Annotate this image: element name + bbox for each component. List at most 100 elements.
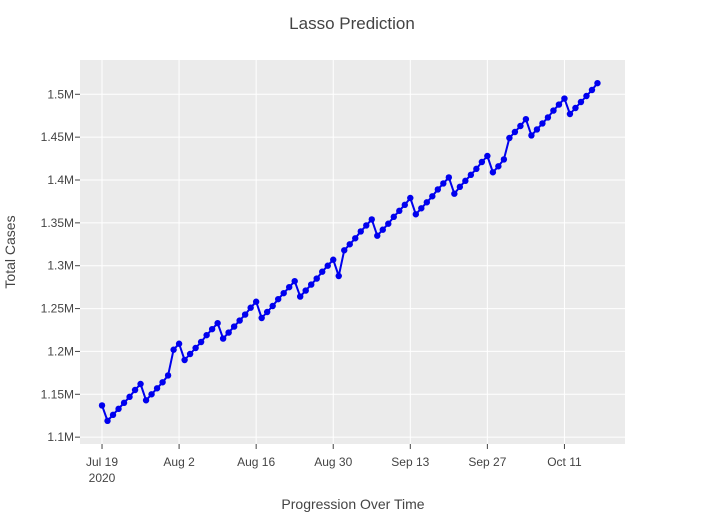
data-point bbox=[308, 281, 315, 288]
data-point bbox=[429, 193, 436, 200]
series-layer bbox=[98, 79, 601, 425]
data-point bbox=[511, 128, 519, 136]
data-point bbox=[142, 397, 150, 404]
data-point bbox=[225, 329, 232, 336]
data-point bbox=[330, 256, 337, 263]
data-point bbox=[467, 171, 475, 179]
data-point bbox=[500, 156, 508, 163]
data-point bbox=[126, 393, 133, 401]
data-point bbox=[247, 304, 254, 311]
data-point bbox=[462, 177, 469, 185]
data-point bbox=[285, 283, 293, 291]
data-point bbox=[263, 308, 271, 316]
y-tick-label: 1.15M bbox=[41, 387, 74, 401]
data-point bbox=[583, 92, 590, 100]
y-tick-label: 1.2M bbox=[47, 344, 74, 358]
data-point bbox=[528, 132, 535, 139]
x-tick-label: Sep 13 bbox=[391, 455, 429, 469]
data-point bbox=[291, 277, 298, 285]
data-point bbox=[186, 350, 194, 358]
data-point bbox=[302, 287, 309, 294]
data-point bbox=[368, 216, 375, 223]
data-point bbox=[385, 220, 392, 227]
grid-layer bbox=[80, 60, 625, 444]
data-point bbox=[495, 163, 502, 170]
data-point bbox=[203, 331, 210, 339]
data-point bbox=[561, 95, 568, 102]
data-point bbox=[555, 101, 563, 108]
data-point bbox=[236, 317, 243, 324]
data-point bbox=[313, 275, 320, 282]
data-point bbox=[175, 340, 183, 347]
data-point bbox=[374, 232, 381, 239]
data-point bbox=[473, 165, 480, 173]
data-point bbox=[401, 201, 408, 209]
data-point bbox=[522, 115, 530, 123]
x-tick-label: Jul 19 bbox=[86, 455, 118, 469]
data-point bbox=[319, 268, 326, 275]
data-point bbox=[252, 298, 260, 305]
data-point bbox=[341, 247, 348, 254]
y-tick-label: 1.35M bbox=[41, 216, 74, 230]
data-point bbox=[153, 385, 161, 392]
x-tick-label: Aug 16 bbox=[237, 455, 275, 469]
x-axis-title: Progression Over Time bbox=[281, 496, 424, 512]
data-point bbox=[396, 207, 403, 215]
data-point bbox=[197, 338, 205, 346]
x-tick-label: Oct 11 bbox=[547, 455, 582, 469]
data-point bbox=[192, 344, 199, 352]
data-point bbox=[335, 272, 342, 280]
x-tick-sublabel: 2020 bbox=[89, 471, 116, 485]
data-point bbox=[588, 86, 596, 94]
data-point bbox=[445, 174, 453, 181]
data-point bbox=[489, 169, 497, 176]
data-point bbox=[533, 126, 541, 133]
data-point bbox=[352, 235, 359, 242]
y-axis-title: Total Cases bbox=[2, 215, 18, 288]
data-point bbox=[544, 114, 552, 121]
data-point bbox=[208, 325, 216, 333]
data-point bbox=[418, 205, 425, 212]
data-point bbox=[159, 379, 166, 386]
y-tick-label: 1.45M bbox=[41, 130, 74, 144]
x-tick-label: Sep 27 bbox=[468, 455, 506, 469]
data-point bbox=[137, 380, 144, 388]
data-point bbox=[109, 411, 117, 419]
x-tick-label: Aug 2 bbox=[163, 455, 195, 469]
data-point bbox=[98, 402, 106, 409]
data-point bbox=[357, 228, 364, 235]
y-tick-label: 1.1M bbox=[47, 430, 74, 444]
data-point bbox=[115, 405, 122, 413]
data-point bbox=[241, 311, 249, 318]
data-point bbox=[539, 120, 546, 127]
data-point bbox=[230, 323, 238, 330]
data-point bbox=[363, 222, 370, 229]
data-point bbox=[517, 122, 524, 130]
data-point bbox=[506, 134, 513, 142]
y-tick-label: 1.4M bbox=[47, 173, 74, 187]
y-tick-label: 1.5M bbox=[47, 87, 74, 101]
plot-background bbox=[80, 60, 625, 444]
data-point bbox=[550, 107, 557, 114]
x-tick-label: Aug 30 bbox=[314, 455, 352, 469]
data-point bbox=[170, 346, 177, 353]
data-point bbox=[390, 213, 397, 221]
data-point bbox=[440, 180, 447, 187]
y-tick-label: 1.3M bbox=[47, 259, 74, 273]
data-point bbox=[346, 241, 353, 248]
data-point bbox=[219, 335, 227, 342]
data-point bbox=[423, 199, 431, 206]
data-point bbox=[484, 152, 491, 160]
data-point bbox=[379, 226, 386, 233]
data-point bbox=[164, 372, 172, 379]
data-point bbox=[478, 158, 486, 166]
data-point bbox=[577, 98, 585, 106]
data-point bbox=[131, 386, 139, 394]
data-point bbox=[451, 190, 458, 197]
data-point bbox=[104, 417, 111, 425]
data-point bbox=[181, 356, 188, 364]
data-point bbox=[456, 183, 464, 191]
y-tick-label: 1.25M bbox=[41, 302, 74, 316]
